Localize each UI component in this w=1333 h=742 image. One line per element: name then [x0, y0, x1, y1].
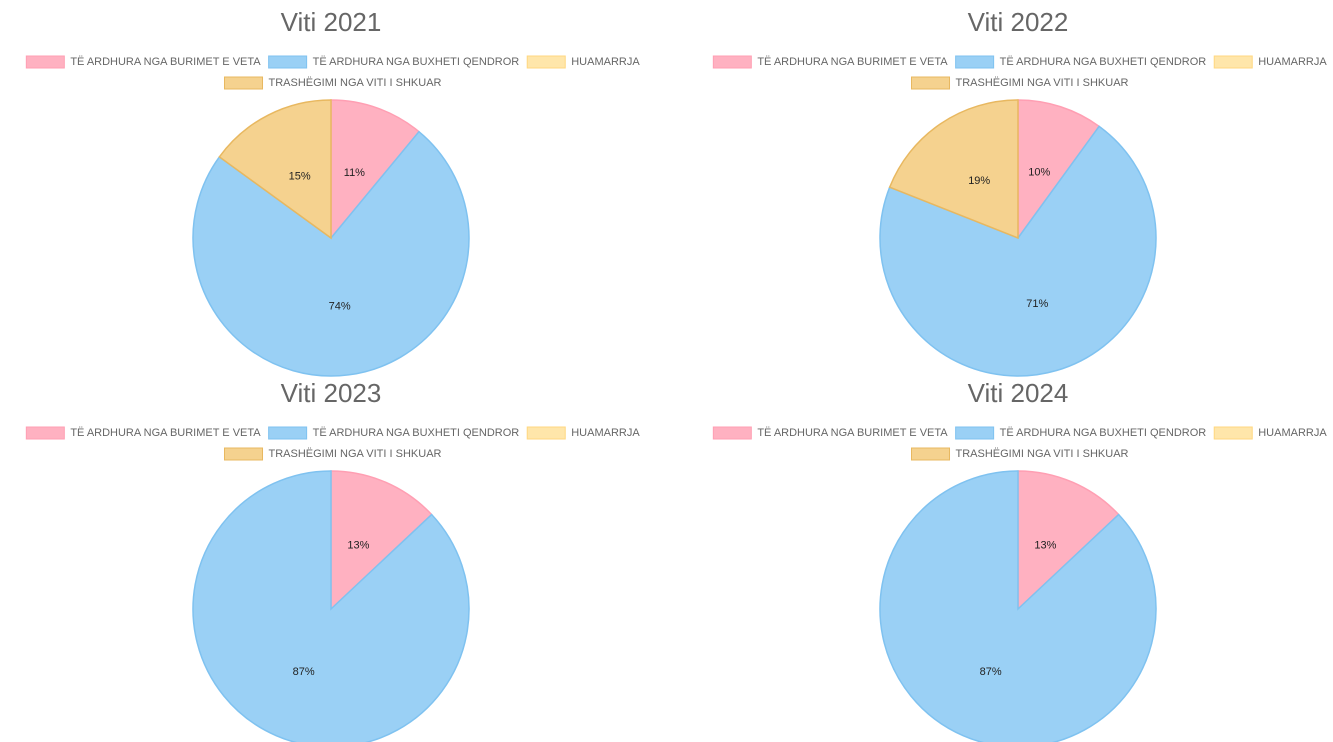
chart-title: Viti 2023: [281, 378, 382, 408]
pie-slice: [879, 470, 1157, 742]
chart: Viti 2024 TË ARDHURA NGA BURIMET E VETA TË…: [712, 378, 1327, 742]
legend-label: HUAMARRJA: [1258, 427, 1327, 439]
pie-slice: [192, 130, 470, 377]
legend-label: TRASHËGIMI NGA VITI I SHKUAR: [956, 77, 1129, 89]
legend-swatch: [526, 426, 566, 440]
chart: Viti 2022 TË ARDHURA NGA BURIMET E VETA TË…: [712, 7, 1327, 377]
legend-swatch: [526, 55, 566, 69]
legend-swatch: [712, 426, 752, 440]
legend-label: TRASHËGIMI NGA VITI I SHKUAR: [956, 448, 1129, 460]
data-label: 11%: [344, 167, 365, 179]
legend-label: TË ARDHURA NGA BURIMET E VETA: [757, 56, 948, 68]
data-label: 74%: [329, 300, 351, 312]
legend-swatch: [955, 426, 995, 440]
pie-slice: [1017, 470, 1120, 611]
legend-swatch: [955, 55, 995, 69]
pie-slice: [330, 99, 421, 241]
legend-label: HUAMARRJA: [571, 427, 640, 439]
legend-label: TRASHËGIMI NGA VITI I SHKUAR: [269, 448, 442, 460]
data-label: 87%: [293, 666, 315, 678]
legend-swatch: [1213, 426, 1253, 440]
legend-swatch: [224, 76, 264, 90]
legend-swatch: [911, 447, 951, 461]
data-label: 13%: [1034, 540, 1056, 552]
data-label: 10%: [1028, 166, 1050, 178]
chart-title: Viti 2022: [968, 7, 1069, 37]
chart: Viti 2023 TË ARDHURA NGA BURIMET E VETA TË…: [25, 378, 640, 742]
pie-slice: [879, 125, 1157, 377]
chart: Viti 2021 TË ARDHURA NGA BURIMET E VETA TË…: [25, 7, 640, 377]
legend-label: TRASHËGIMI NGA VITI I SHKUAR: [269, 77, 442, 89]
pie-slice: [192, 470, 470, 742]
pie-slice: [218, 99, 332, 240]
legend-label: TË ARDHURA NGA BUXHETI QENDROR: [1000, 56, 1207, 68]
pie-slice: [330, 470, 433, 611]
data-label: 13%: [347, 540, 369, 552]
legend-label: HUAMARRJA: [571, 56, 640, 68]
data-label: 15%: [289, 170, 311, 182]
legend-swatch: [1213, 55, 1253, 69]
legend-label: TË ARDHURA NGA BUXHETI QENDROR: [1000, 427, 1207, 439]
legend-swatch: [224, 447, 264, 461]
legend-swatch: [268, 55, 308, 69]
legend-swatch: [268, 426, 308, 440]
legend-swatch: [25, 55, 65, 69]
legend-label: TË ARDHURA NGA BURIMET E VETA: [70, 427, 261, 439]
legend-swatch: [25, 426, 65, 440]
data-label: 19%: [968, 175, 990, 187]
chart-title: Viti 2024: [968, 378, 1069, 408]
legend-label: HUAMARRJA: [1258, 56, 1327, 68]
data-label: 87%: [980, 666, 1002, 678]
legend-label: TË ARDHURA NGA BUXHETI QENDROR: [313, 56, 520, 68]
chart-title: Viti 2021: [281, 7, 382, 37]
pie-slice: [1017, 99, 1101, 241]
data-label: 71%: [1026, 298, 1048, 310]
legend-label: TË ARDHURA NGA BURIMET E VETA: [757, 427, 948, 439]
pie-slice: [888, 99, 1019, 240]
legend-label: TË ARDHURA NGA BURIMET E VETA: [70, 56, 261, 68]
legend-swatch: [712, 55, 752, 69]
legend-label: TË ARDHURA NGA BUXHETI QENDROR: [313, 427, 520, 439]
legend-swatch: [911, 76, 951, 90]
